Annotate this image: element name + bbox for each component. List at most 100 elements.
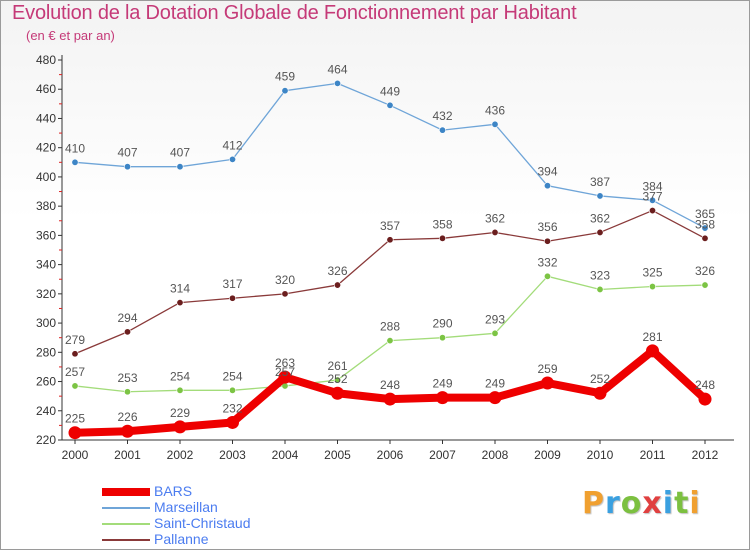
x-tick-label: 2008 <box>482 448 509 462</box>
x-tick-label: 2010 <box>587 448 614 462</box>
data-point <box>68 426 82 440</box>
y-tick-label: 240 <box>36 404 56 418</box>
data-label-bars: 225 <box>65 412 85 426</box>
legend-item-saint-christaud: Saint-Christaud <box>102 515 362 532</box>
legend-swatch <box>102 488 150 496</box>
x-tick-label: 2012 <box>692 448 719 462</box>
x-tick-label: 2011 <box>640 448 666 462</box>
data-label-pallanne: 362 <box>590 211 610 225</box>
data-label-pallanne: 317 <box>222 277 242 291</box>
y-tick-label: 220 <box>36 433 56 447</box>
data-label-saint-christaud: 290 <box>432 317 452 331</box>
data-point <box>229 294 237 302</box>
data-label-marseillan: 394 <box>537 165 557 179</box>
legend-swatch <box>102 539 150 541</box>
data-point <box>648 283 656 291</box>
data-label-marseillan: 407 <box>117 146 137 160</box>
data-point <box>71 158 79 166</box>
x-tick-label: 2009 <box>534 448 561 462</box>
data-label-saint-christaud: 257 <box>65 365 85 379</box>
chart-subtitle: (en € et par an) <box>26 28 115 43</box>
data-label-bars: 263 <box>275 356 295 370</box>
data-label-saint-christaud: 254 <box>222 369 242 383</box>
legend: BARS Marseillan Saint-Christaud Pallanne <box>102 483 362 548</box>
y-tick-label: 340 <box>36 258 56 272</box>
data-label-marseillan: 459 <box>275 70 295 84</box>
data-label-bars: 259 <box>537 362 557 376</box>
x-tick-label: 2006 <box>377 448 404 462</box>
x-tick-label: 2001 <box>114 448 141 462</box>
legend-swatch <box>102 523 150 525</box>
data-point <box>176 386 184 394</box>
data-point <box>701 224 709 232</box>
y-tick-label: 400 <box>36 170 56 184</box>
data-point <box>386 101 394 109</box>
legend-label: Marseillan <box>154 499 218 515</box>
data-point <box>176 163 184 171</box>
x-tick-label: 2003 <box>219 448 246 462</box>
data-label-pallanne: 377 <box>642 190 662 204</box>
y-tick-label: 480 <box>36 53 56 67</box>
x-tick-label: 2004 <box>272 448 299 462</box>
data-label-pallanne: 326 <box>327 264 347 278</box>
data-point <box>121 424 134 438</box>
data-point <box>331 386 344 400</box>
data-label-bars: 226 <box>117 410 137 424</box>
data-point <box>648 207 656 215</box>
data-label-bars: 252 <box>327 372 347 386</box>
proxiti-logo: Proxiti <box>582 486 701 521</box>
data-point <box>226 415 239 429</box>
data-label-saint-christaud: 326 <box>695 264 715 278</box>
data-point <box>438 126 446 134</box>
legend-label: Saint-Christaud <box>154 515 251 531</box>
data-point <box>701 234 709 242</box>
data-label-marseillan: 449 <box>380 84 400 98</box>
data-point <box>281 87 289 95</box>
data-point <box>491 329 499 337</box>
data-point <box>701 281 709 289</box>
series-bars <box>68 344 712 440</box>
legend-item-pallanne: Pallanne <box>102 531 362 548</box>
y-tick-label: 320 <box>36 287 56 301</box>
data-point <box>543 182 551 190</box>
data-label-saint-christaud: 253 <box>117 371 137 385</box>
y-tick-label: 440 <box>36 111 56 125</box>
data-label-marseillan: 365 <box>695 207 715 221</box>
data-point <box>596 192 604 200</box>
legend-item-marseillan: Marseillan <box>102 499 362 516</box>
data-label-bars: 248 <box>380 378 400 392</box>
data-point <box>229 155 237 163</box>
data-point <box>333 281 341 289</box>
data-point <box>124 163 132 171</box>
x-tick-label: 2007 <box>429 448 456 462</box>
data-point <box>698 392 712 406</box>
legend-item-bars: BARS <box>102 483 362 500</box>
data-label-saint-christaud: 293 <box>485 312 505 326</box>
data-label-marseillan: 407 <box>170 146 190 160</box>
data-point <box>491 228 499 236</box>
legend-label: Pallanne <box>154 531 209 547</box>
data-label-saint-christaud: 332 <box>537 255 557 269</box>
y-tick-label: 260 <box>36 375 56 389</box>
data-label-bars: 252 <box>590 372 610 386</box>
data-label-saint-christaud: 325 <box>642 266 662 280</box>
data-label-marseillan: 410 <box>65 141 85 155</box>
data-label-marseillan: 384 <box>642 179 662 193</box>
data-point <box>491 120 499 128</box>
data-label-saint-christaud: 261 <box>327 359 347 373</box>
data-label-pallanne: 356 <box>537 220 557 234</box>
data-point <box>333 376 341 384</box>
data-point <box>176 299 184 307</box>
data-point <box>596 285 604 293</box>
data-label-bars: 248 <box>695 378 715 392</box>
data-point <box>543 237 551 245</box>
data-label-marseillan: 464 <box>327 62 347 76</box>
series-marseillan <box>71 79 709 232</box>
data-point <box>124 328 132 336</box>
data-point <box>593 386 607 400</box>
data-label-saint-christaud: 257 <box>275 365 295 379</box>
data-label-marseillan: 387 <box>590 175 610 189</box>
y-tick-label: 380 <box>36 199 56 213</box>
data-label-bars: 249 <box>485 377 505 391</box>
